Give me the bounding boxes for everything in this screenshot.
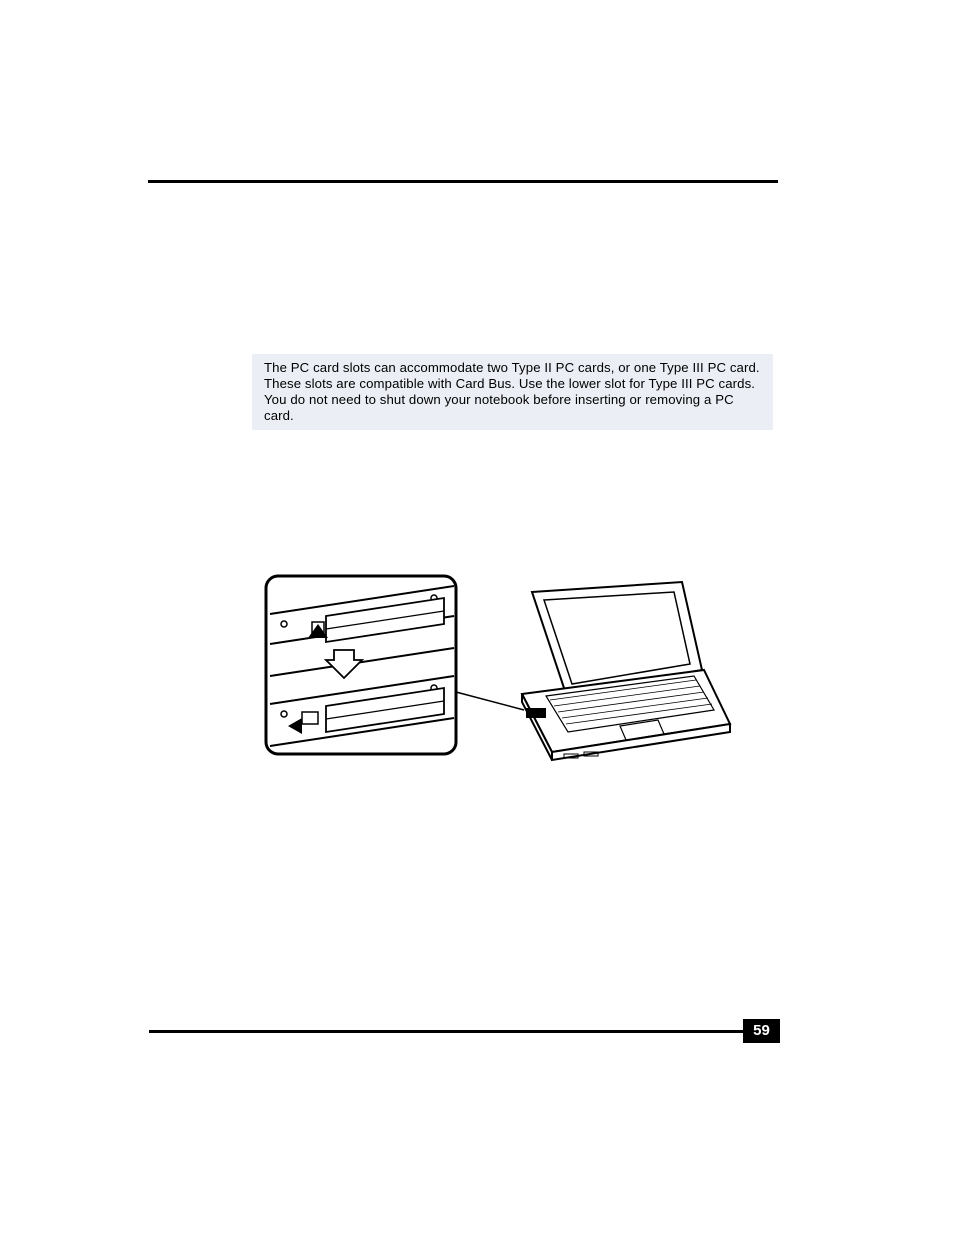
closeup-panel (266, 576, 456, 754)
laptop-drawing (522, 582, 730, 760)
pc-card-slot-illustration (264, 574, 736, 766)
note-text: The PC card slots can accommodate two Ty… (264, 360, 760, 423)
page-number-box: 59 (743, 1019, 780, 1043)
document-page: The PC card slots can accommodate two Ty… (0, 0, 954, 1235)
leader-line (456, 692, 524, 710)
footer-rule (149, 1030, 779, 1033)
header-rule (148, 180, 778, 183)
note-callout-box: The PC card slots can accommodate two Ty… (252, 354, 773, 430)
page-number: 59 (753, 1022, 770, 1039)
